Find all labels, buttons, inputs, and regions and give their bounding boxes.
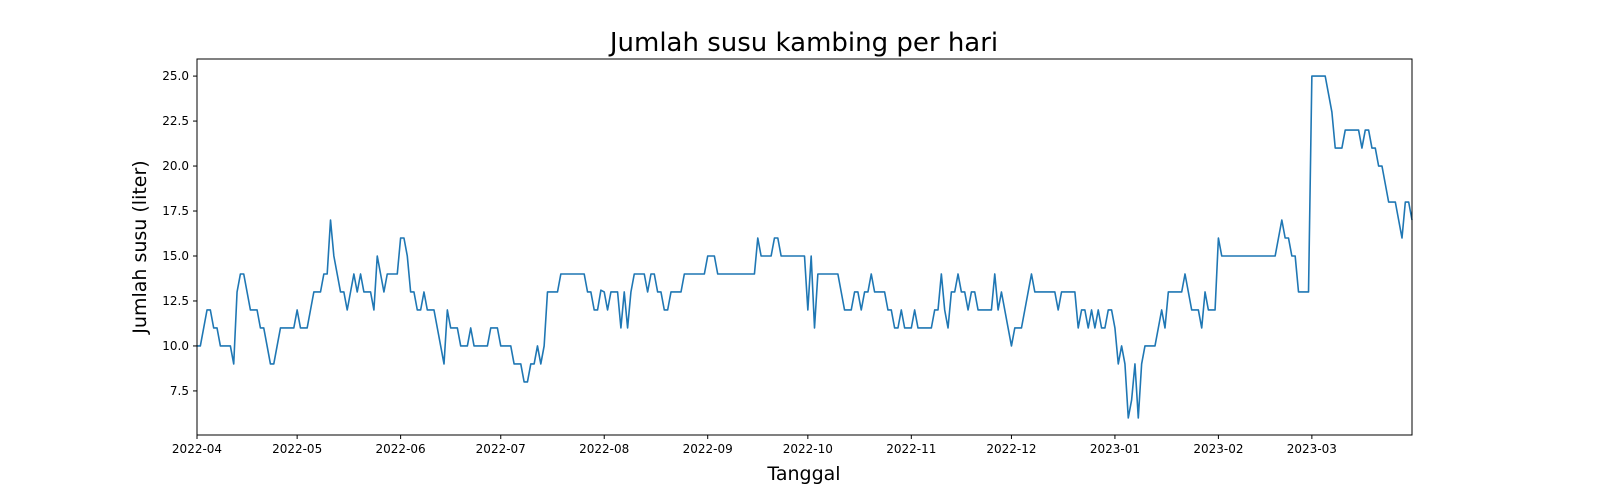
chart-title: Jumlah susu kambing per hari — [608, 28, 998, 58]
plot-frame — [196, 58, 1413, 436]
x-tick-label: 2022-12 — [986, 442, 1036, 456]
y-tick-label: 20.0 — [162, 159, 189, 173]
x-tick-label: 2022-10 — [783, 442, 833, 456]
y-tick-label: 22.5 — [162, 114, 189, 128]
x-tick-label: 2022-04 — [172, 442, 222, 456]
x-axis: 2022-04 2022-05 2022-06 2022-07 2022-08 2022-… — [172, 435, 1337, 456]
y-tick-label: 7.5 — [170, 384, 189, 398]
y-tick-label: 25.0 — [162, 69, 189, 83]
y-tick-label: 17.5 — [162, 204, 189, 218]
x-tick-label: 2023-03 — [1287, 442, 1337, 456]
plot-area — [196, 58, 1413, 436]
y-axis-label: Jumlah susu (liter) — [129, 160, 151, 334]
x-tick-label: 2022-09 — [683, 442, 733, 456]
y-axis: 7.5 10.0 12.5 15.0 17.5 20.0 22.5 25.0 — [162, 69, 197, 398]
x-tick-label: 2023-02 — [1193, 442, 1243, 456]
x-tick-label: 2022-06 — [376, 442, 426, 456]
x-tick-label: 2023-01 — [1090, 442, 1140, 456]
y-tick-label: 10.0 — [162, 339, 189, 353]
y-tick-label: 15.0 — [162, 249, 189, 263]
y-tick-label: 12.5 — [162, 294, 189, 308]
x-tick-label: 2022-05 — [272, 442, 322, 456]
x-tick-label: 2022-08 — [579, 442, 629, 456]
x-tick-label: 2022-11 — [886, 442, 936, 456]
series-line-0 — [197, 75, 1413, 419]
x-tick-label: 2022-07 — [476, 442, 526, 456]
x-axis-label: Tanggal — [766, 463, 840, 485]
